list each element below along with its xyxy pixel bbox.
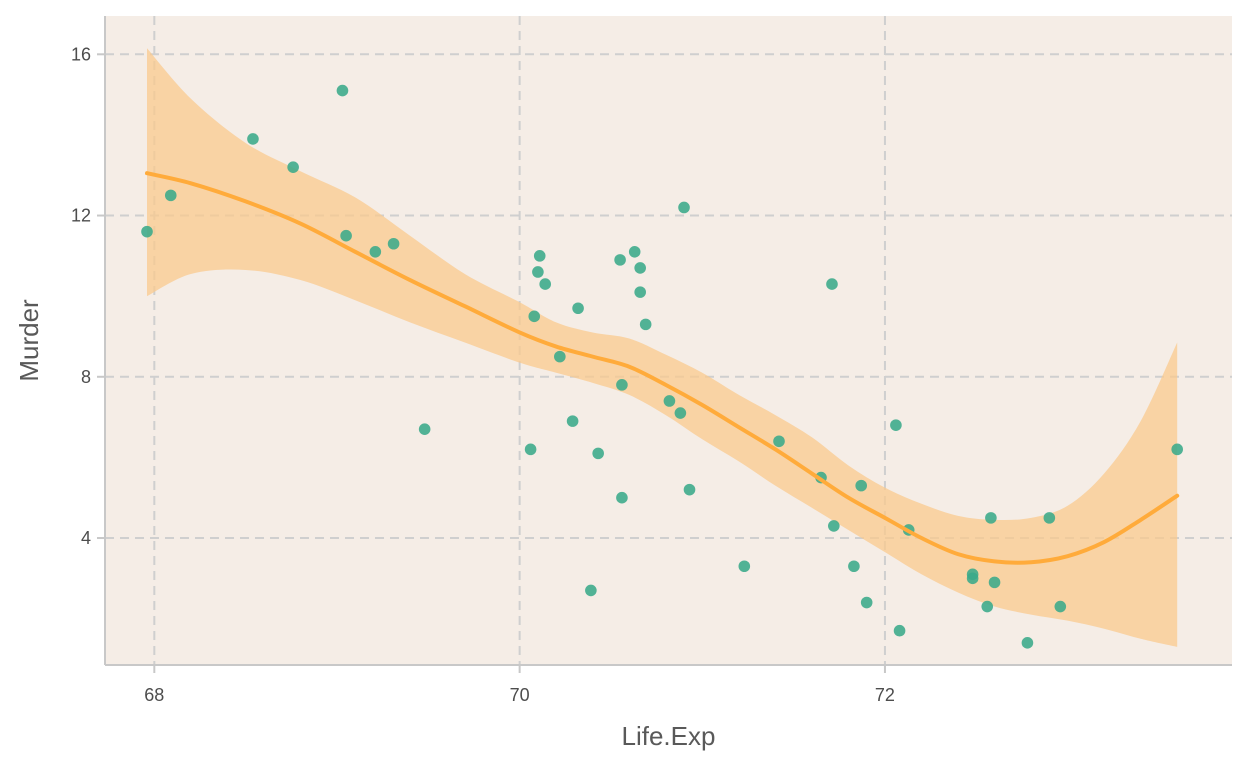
data-point [287, 161, 299, 173]
data-point [634, 286, 646, 298]
y-tick-label: 12 [71, 206, 91, 226]
y-axis-ticks: 4 8 12 16 [71, 44, 105, 548]
data-point [554, 350, 566, 363]
x-axis-ticks: 68 70 72 [144, 665, 895, 705]
data-point [639, 318, 652, 331]
smooth-line [145, 171, 1180, 565]
data-point [532, 266, 544, 278]
data-point [387, 237, 400, 250]
data-point [141, 225, 153, 238]
data-point [533, 250, 546, 262]
data-point [369, 246, 382, 258]
data-point [1054, 600, 1067, 613]
data-point [826, 278, 838, 290]
data-point [572, 302, 584, 315]
data-point [592, 447, 604, 460]
y-tick-label: 4 [81, 528, 91, 548]
data-point [1171, 443, 1184, 456]
data-point [336, 84, 349, 97]
x-tick-label: 70 [510, 685, 530, 705]
data-point [528, 310, 541, 323]
data-point [966, 572, 979, 585]
data-point [890, 419, 902, 431]
confidence-band [147, 48, 1178, 647]
data-point [855, 479, 868, 492]
data-point [988, 576, 1001, 589]
data-point [628, 246, 641, 258]
data-point [247, 133, 259, 145]
x-axis-title: Life.Exp [622, 721, 716, 751]
data-point [614, 254, 626, 266]
data-point [634, 262, 646, 274]
data-point [848, 560, 860, 573]
data-point [340, 229, 352, 242]
y-tick-label: 8 [81, 367, 91, 387]
x-tick-label: 68 [144, 685, 164, 705]
data-point [683, 483, 696, 496]
data-point [1043, 512, 1056, 524]
data-point [674, 407, 687, 419]
data-point [828, 520, 840, 532]
data-point [418, 423, 431, 435]
data-point [539, 278, 552, 290]
data-point [663, 395, 676, 407]
data-point [585, 584, 597, 597]
y-axis-title: Murder [14, 299, 44, 382]
data-point [616, 491, 628, 504]
data-point [164, 189, 177, 202]
x-tick-label: 72 [875, 685, 895, 705]
data-point [985, 512, 997, 524]
data-point [738, 560, 751, 573]
data-point [893, 624, 906, 637]
data-point [773, 435, 785, 448]
data-point [524, 443, 537, 456]
data-point [860, 596, 873, 609]
y-tick-label: 16 [71, 44, 91, 64]
data-point [678, 201, 690, 214]
data-point [566, 415, 579, 427]
data-point [1021, 637, 1034, 649]
data-point [616, 379, 628, 391]
data-points [141, 84, 1184, 649]
data-point [981, 600, 994, 613]
